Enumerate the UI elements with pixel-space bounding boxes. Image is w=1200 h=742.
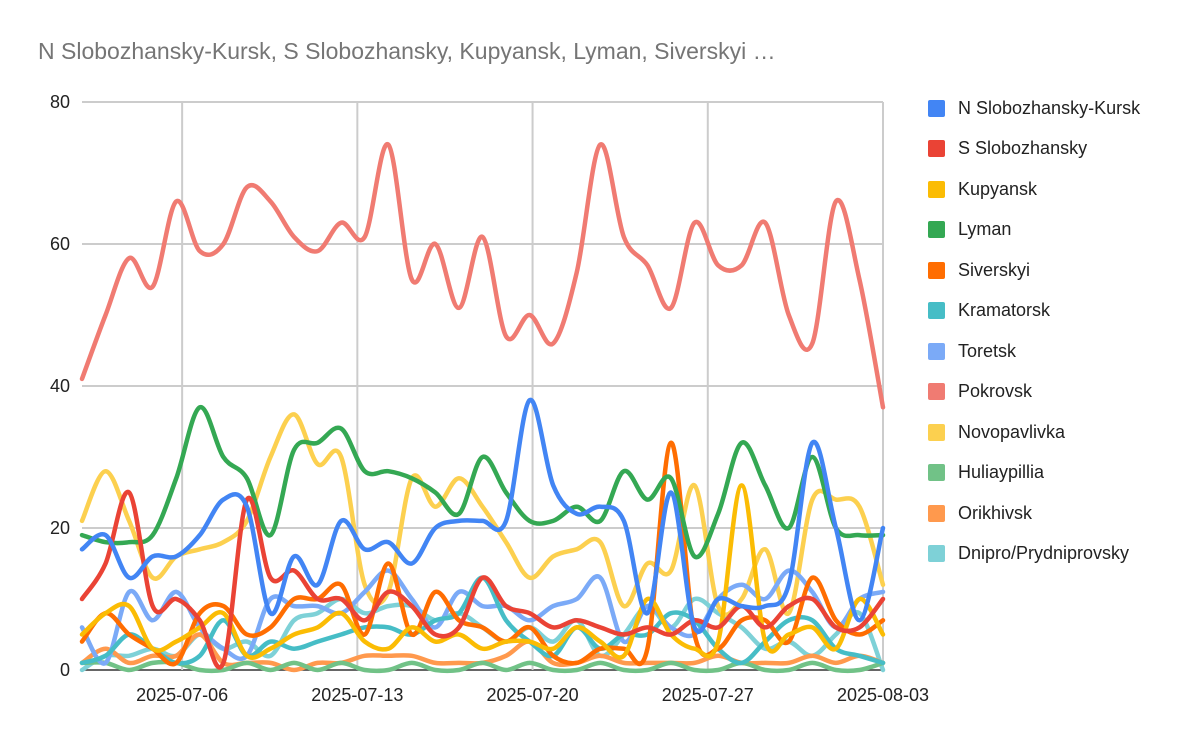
legend-label: Huliaypillia [958, 462, 1045, 483]
legend-item-dnipro-prydniprovsky: Dnipro/Prydniprovsky [928, 534, 1190, 575]
legend-swatch [928, 221, 945, 239]
legend-swatch [928, 504, 945, 522]
grid [82, 101, 884, 671]
series-line-lyman [79, 405, 886, 560]
legend-item-orikhivsk: Orikhivsk [928, 493, 1190, 534]
y-tick-label: 80 [50, 92, 70, 112]
legend-item-kupyansk: Kupyansk [928, 169, 1190, 210]
legend-item-kramatorsk: Kramatorsk [928, 291, 1190, 332]
legend-swatch [928, 383, 945, 401]
series-line-kupyansk [79, 483, 886, 660]
legend-label: Pokrovsk [958, 381, 1033, 402]
legend-label: Lyman [958, 219, 1012, 240]
series-line-n-slobozhansky-kursk [79, 397, 886, 634]
legend-item-huliaypillia: Huliaypillia [928, 453, 1190, 494]
series-lines [79, 142, 886, 674]
y-tick-label: 20 [50, 518, 70, 538]
legend-item-s-slobozhansky: S Slobozhansky [928, 129, 1190, 170]
legend-label: Siverskyi [958, 259, 1031, 280]
legend-label: Dnipro/Prydniprovsky [958, 543, 1130, 564]
legend-item-n-slobozhansky-kursk: N Slobozhansky-Kursk [928, 88, 1190, 129]
legend-label: Kupyansk [958, 178, 1038, 199]
legend-item-novopavlivka: Novopavlivka [928, 412, 1190, 453]
series-line-siverskyi [79, 440, 886, 667]
legend-swatch [928, 302, 945, 320]
x-axis-ticks: 2025-07-06 2025-07-13 2025-07-20 2025-07-27… [136, 685, 929, 705]
y-tick-label: 0 [60, 660, 70, 680]
y-tick-label: 40 [50, 376, 70, 396]
legend-label: Toretsk [958, 340, 1017, 361]
series-line-novopavlivka [79, 412, 886, 617]
legend-swatch [928, 180, 945, 198]
legend-item-pokrovsk: Pokrovsk [928, 372, 1190, 413]
legend-swatch [928, 99, 945, 117]
x-tick-label: 2025-07-27 [662, 685, 754, 705]
x-tick-label: 2025-07-13 [311, 685, 403, 705]
legend-label: Novopavlivka [958, 421, 1066, 442]
legend-swatch [928, 342, 945, 360]
x-tick-label: 2025-07-06 [136, 685, 228, 705]
legend-item-siverskyi: Siverskyi [928, 250, 1190, 291]
y-tick-label: 60 [50, 234, 70, 254]
legend: N Slobozhansky-Kursk S Slobozhansky Kupyan… [928, 88, 1190, 574]
legend-item-toretsk: Toretsk [928, 331, 1190, 372]
legend-item-lyman: Lyman [928, 210, 1190, 251]
legend-label: N Slobozhansky-Kursk [958, 97, 1141, 118]
chart-title: N Slobozhansky-Kursk, S Slobozhansky, Ku… [38, 38, 776, 64]
legend-label: S Slobozhansky [958, 138, 1088, 159]
x-tick-label: 2025-08-03 [837, 685, 929, 705]
series-line-huliaypillia [79, 659, 886, 674]
legend-swatch [928, 261, 945, 279]
legend-swatch [928, 545, 945, 563]
legend-label: Orikhivsk [958, 502, 1033, 523]
series-line-toretsk [79, 568, 886, 666]
legend-label: Kramatorsk [958, 300, 1051, 321]
legend-swatch [928, 140, 945, 158]
legend-swatch [928, 464, 945, 482]
y-axis-ticks: 0 20 40 60 80 [50, 92, 70, 680]
x-tick-label: 2025-07-20 [487, 685, 579, 705]
series-line-pokrovsk [79, 142, 886, 410]
legend-swatch [928, 423, 945, 441]
